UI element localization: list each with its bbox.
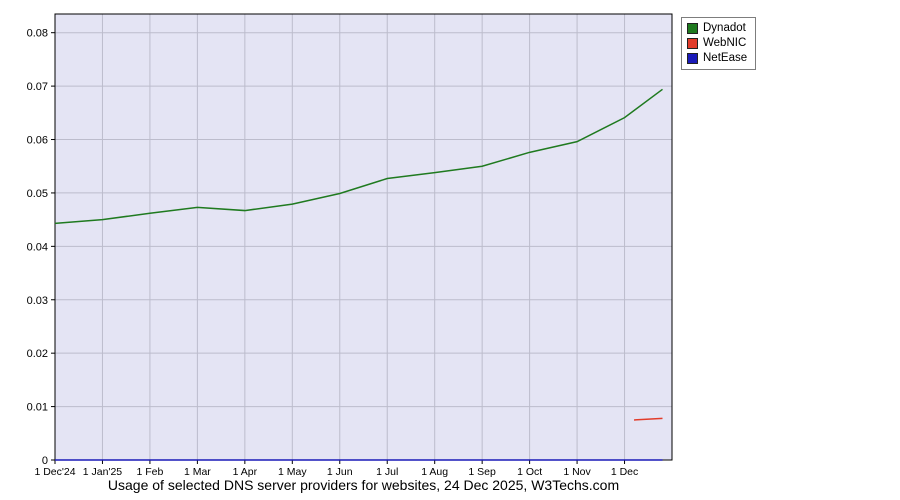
x-tick-label: 1 Aug xyxy=(421,466,448,478)
x-tick-label: 1 Apr xyxy=(233,466,258,478)
x-tick-label: 1 Jan'25 xyxy=(83,466,123,478)
y-tick-label: 0 xyxy=(42,455,48,467)
x-tick-label: 1 Dec'24 xyxy=(34,466,75,478)
y-tick-label: 0.08 xyxy=(27,28,48,40)
plot-background xyxy=(55,14,672,460)
x-tick-label: 1 Oct xyxy=(517,466,542,478)
gridlines xyxy=(55,14,672,460)
legend-label-netease: NetEase xyxy=(703,52,748,64)
series-lines xyxy=(54,88,663,461)
x-tick-label: 1 May xyxy=(278,466,307,478)
x-axis: 1 Dec'24 1 Jan'25 1 Feb 1 Mar 1 Apr 1 May 1 Ju… xyxy=(34,460,638,478)
x-tick-label: 1 Jul xyxy=(376,466,398,478)
x-tick-label: 1 Dec xyxy=(611,466,638,478)
y-tick-label: 0.01 xyxy=(27,402,48,414)
x-tick-label: 1 Feb xyxy=(136,466,163,478)
y-tick-label: 0.05 xyxy=(27,188,48,200)
legend-item-netease: NetEase xyxy=(687,51,747,65)
x-tick-label: 1 Sep xyxy=(468,466,496,478)
y-tick-label: 0.03 xyxy=(27,295,48,307)
y-axis: 0 0.01 0.02 0.03 0.04 0.05 0.06 0.07 0.08 xyxy=(27,28,55,467)
chart-title: Usage of selected DNS server providers f… xyxy=(107,477,620,493)
series-line-dynadot xyxy=(54,88,663,225)
y-tick-label: 0.06 xyxy=(27,135,48,147)
legend-label-webnic: WebNIC xyxy=(703,37,747,49)
legend: Dynadot WebNIC NetEase xyxy=(681,17,757,70)
x-tick-label: 1 Mar xyxy=(184,466,211,478)
legend-swatch-dynadot xyxy=(687,22,698,34)
series-line-webnic xyxy=(633,417,663,421)
y-tick-label: 0.07 xyxy=(27,81,48,93)
y-tick-label: 0.04 xyxy=(27,241,48,253)
legend-item-webnic: WebNIC xyxy=(687,36,747,50)
x-tick-label: 1 Nov xyxy=(563,466,591,478)
legend-swatch-netease xyxy=(687,52,698,64)
legend-label-dynadot: Dynadot xyxy=(703,22,746,34)
y-tick-label: 0.02 xyxy=(27,348,48,360)
legend-swatch-webnic xyxy=(687,37,698,49)
x-tick-label: 1 Jun xyxy=(327,466,353,478)
legend-item-dynadot: Dynadot xyxy=(687,21,747,35)
